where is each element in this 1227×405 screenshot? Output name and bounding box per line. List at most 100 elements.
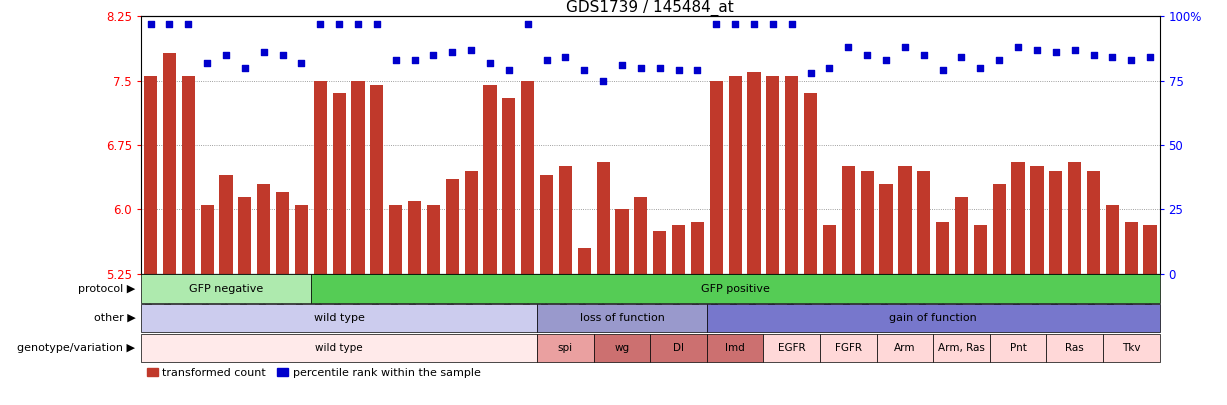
Text: FGFR: FGFR bbox=[834, 343, 861, 353]
Bar bbox=[465, 171, 477, 274]
Bar bbox=[823, 225, 836, 274]
Text: loss of function: loss of function bbox=[579, 313, 665, 323]
Bar bbox=[934, 333, 990, 362]
Point bbox=[198, 59, 217, 66]
Point bbox=[367, 21, 387, 27]
Title: GDS1739 / 145484_at: GDS1739 / 145484_at bbox=[567, 0, 734, 16]
Bar bbox=[371, 85, 384, 274]
Text: Dl: Dl bbox=[674, 343, 685, 353]
Point bbox=[838, 44, 858, 50]
Point bbox=[782, 21, 801, 27]
Text: Tkv: Tkv bbox=[1121, 343, 1140, 353]
Point bbox=[1103, 54, 1123, 61]
Text: Pnt: Pnt bbox=[1010, 343, 1027, 353]
Bar bbox=[804, 94, 817, 274]
Point bbox=[329, 21, 348, 27]
Point bbox=[254, 49, 274, 55]
Bar bbox=[220, 175, 233, 274]
Point bbox=[499, 67, 519, 74]
Point bbox=[1140, 54, 1160, 61]
Bar bbox=[990, 333, 1047, 362]
Point bbox=[178, 21, 198, 27]
Point bbox=[745, 21, 764, 27]
Point bbox=[763, 21, 783, 27]
Bar bbox=[502, 98, 515, 274]
Bar bbox=[785, 76, 799, 274]
Point bbox=[310, 21, 330, 27]
Bar bbox=[537, 304, 707, 333]
Bar bbox=[634, 196, 648, 274]
Bar bbox=[200, 205, 213, 274]
Bar bbox=[1049, 171, 1063, 274]
Bar bbox=[747, 72, 761, 274]
Bar bbox=[653, 231, 666, 274]
Bar bbox=[238, 196, 252, 274]
Point bbox=[216, 51, 236, 58]
Bar bbox=[483, 85, 497, 274]
Bar bbox=[691, 222, 704, 274]
Point bbox=[687, 67, 707, 74]
Point bbox=[160, 21, 179, 27]
Point bbox=[971, 64, 990, 71]
Bar bbox=[141, 274, 310, 303]
Bar bbox=[1047, 333, 1103, 362]
Point bbox=[612, 62, 632, 68]
Point bbox=[236, 64, 255, 71]
Point bbox=[574, 67, 594, 74]
Point bbox=[1009, 44, 1028, 50]
Bar bbox=[182, 76, 195, 274]
Bar bbox=[616, 209, 628, 274]
Point bbox=[272, 51, 292, 58]
Text: wild type: wild type bbox=[314, 313, 364, 323]
Point bbox=[1121, 57, 1141, 63]
Point bbox=[518, 21, 537, 27]
Point bbox=[858, 51, 877, 58]
Bar bbox=[141, 333, 537, 362]
Point bbox=[1065, 47, 1085, 53]
Text: genotype/variation ▶: genotype/variation ▶ bbox=[17, 343, 135, 353]
Point bbox=[348, 21, 368, 27]
Bar bbox=[1125, 222, 1137, 274]
Bar bbox=[898, 166, 912, 274]
Bar bbox=[141, 304, 537, 333]
Bar bbox=[1144, 225, 1157, 274]
Bar bbox=[707, 333, 763, 362]
Bar bbox=[578, 248, 591, 274]
Point bbox=[480, 59, 499, 66]
Point bbox=[1027, 47, 1047, 53]
Bar bbox=[729, 76, 742, 274]
Bar bbox=[672, 225, 685, 274]
Bar bbox=[521, 81, 534, 274]
Text: protocol ▶: protocol ▶ bbox=[79, 284, 135, 294]
Point bbox=[914, 51, 934, 58]
Bar bbox=[936, 222, 950, 274]
Bar bbox=[310, 274, 1160, 303]
Bar bbox=[333, 94, 346, 274]
Point bbox=[801, 70, 821, 76]
Point bbox=[594, 77, 614, 84]
Bar bbox=[314, 81, 326, 274]
Point bbox=[461, 47, 481, 53]
Bar bbox=[537, 333, 594, 362]
Bar bbox=[880, 183, 893, 274]
Bar bbox=[767, 76, 779, 274]
Bar bbox=[763, 333, 820, 362]
Bar bbox=[1067, 162, 1081, 274]
Point bbox=[933, 67, 952, 74]
Text: Arm: Arm bbox=[894, 343, 915, 353]
Point bbox=[876, 57, 896, 63]
Bar bbox=[842, 166, 855, 274]
Text: EGFR: EGFR bbox=[778, 343, 806, 353]
Bar bbox=[258, 183, 270, 274]
Bar bbox=[351, 81, 364, 274]
Point bbox=[894, 44, 914, 50]
Point bbox=[423, 51, 443, 58]
Point bbox=[443, 49, 463, 55]
Bar bbox=[1011, 162, 1025, 274]
Bar bbox=[389, 205, 402, 274]
Point bbox=[556, 54, 575, 61]
Point bbox=[707, 21, 726, 27]
Bar bbox=[993, 183, 1006, 274]
Bar bbox=[1087, 171, 1101, 274]
Bar bbox=[1106, 205, 1119, 274]
